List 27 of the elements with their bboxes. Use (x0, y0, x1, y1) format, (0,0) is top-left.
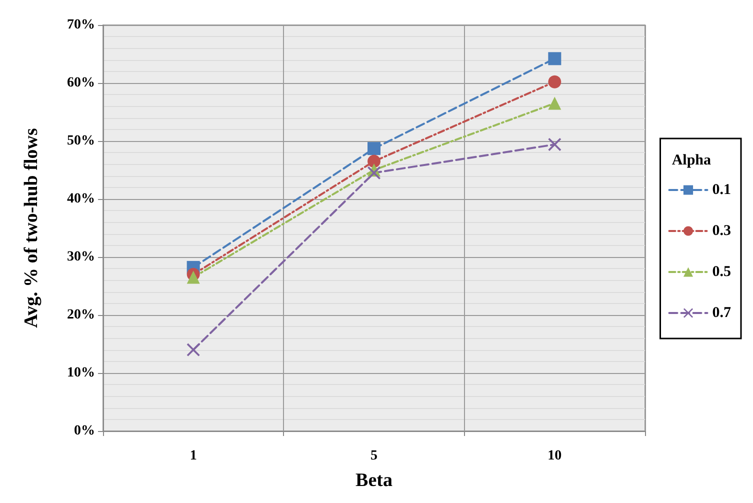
legend-label: 0.5 (712, 264, 731, 280)
legend-label: 0.1 (712, 182, 731, 198)
legend-title: Alpha (672, 152, 712, 168)
y-tick-label: 70% (67, 18, 95, 32)
y-axis-title: Avg. % of two-hub flows (21, 128, 42, 328)
point (186, 270, 200, 284)
y-tick-label: 50% (67, 134, 95, 148)
y-tick-label: 60% (67, 76, 95, 90)
legend-label: 0.7 (712, 305, 732, 321)
point (548, 75, 562, 88)
y-tick-label: 0% (74, 424, 95, 438)
x-tick-label: 5 (370, 448, 378, 464)
legend-label: 0.3 (712, 223, 731, 239)
y-tick-label: 30% (67, 250, 95, 264)
point (548, 138, 562, 151)
point (368, 142, 380, 156)
x-axis-title: Beta (356, 470, 393, 491)
y-tick-label: 20% (67, 308, 95, 322)
y-tick-label: 10% (67, 366, 95, 380)
x-tick-label: 10 (548, 448, 562, 464)
point (548, 52, 562, 66)
x-tick-label: 1 (190, 448, 197, 464)
point (548, 96, 562, 110)
point (368, 166, 380, 180)
y-tick-label: 40% (67, 192, 95, 206)
point (368, 154, 380, 168)
point (186, 343, 200, 356)
